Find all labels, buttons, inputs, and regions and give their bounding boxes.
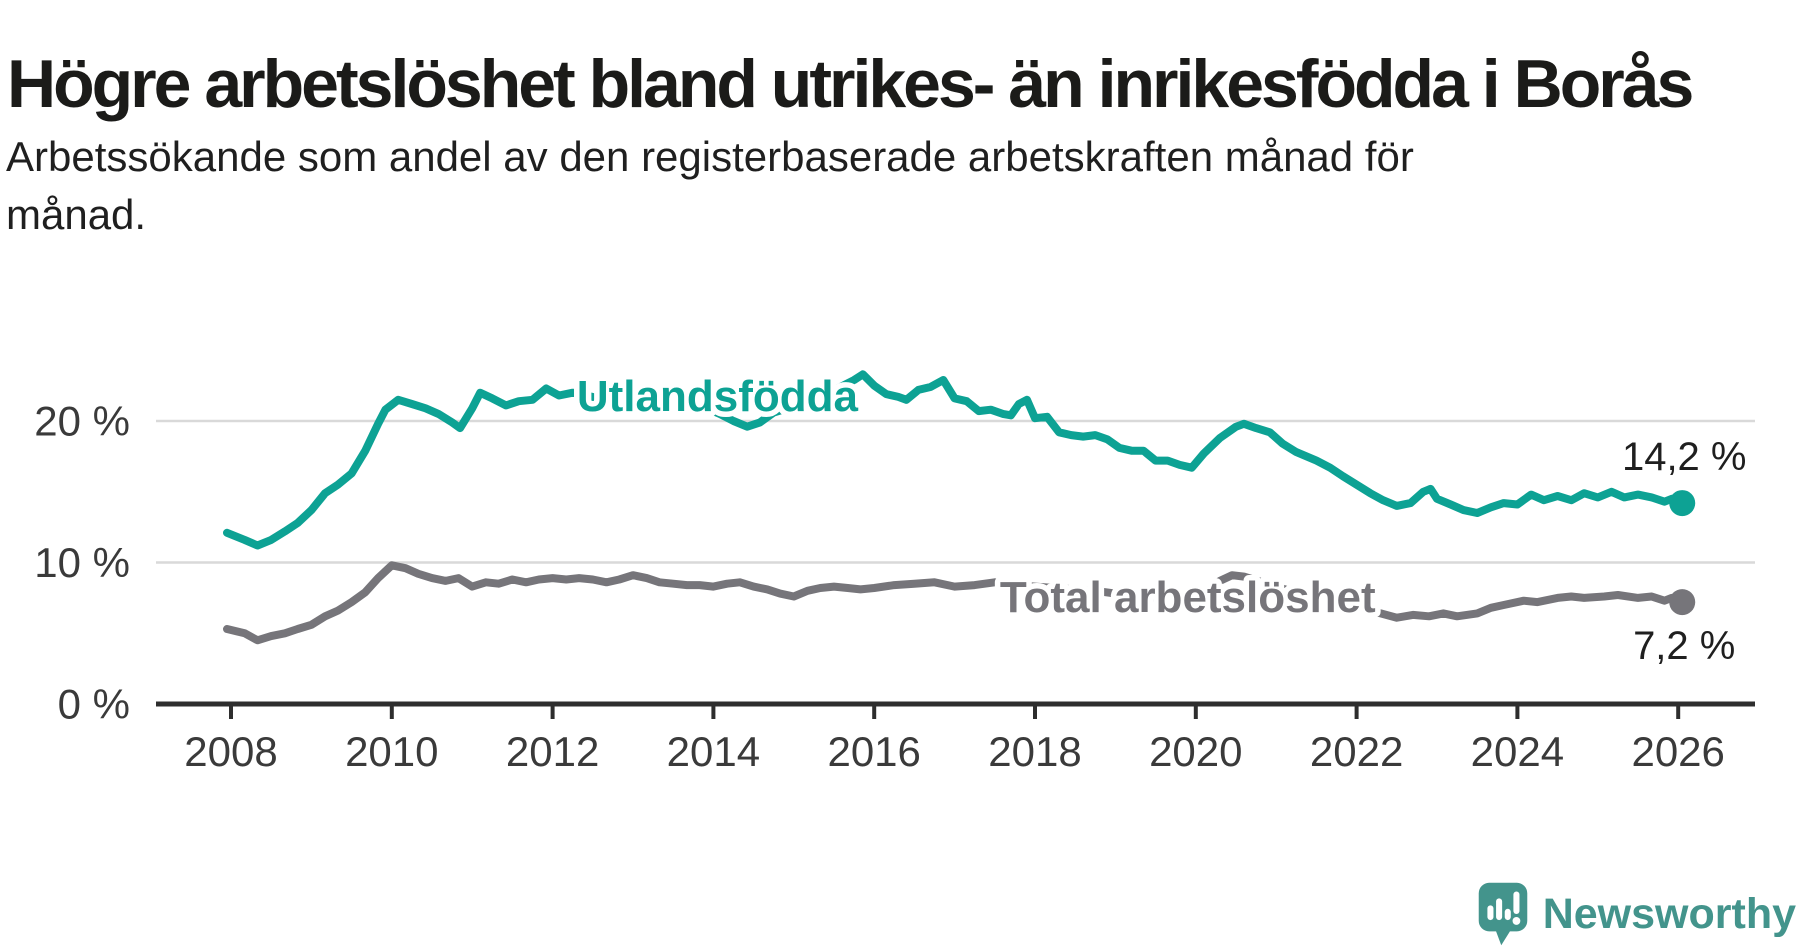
- logo-bubble-shape: [1478, 882, 1527, 946]
- subtitle-line-1: Arbetssökande som andel av den registerb…: [6, 133, 1414, 180]
- x-axis-tick-label: 2012: [506, 728, 599, 775]
- newsworthy-logo: Newsworthy: [1477, 880, 1796, 948]
- page-subtitle: Arbetssökande som andel av den registerb…: [6, 128, 1506, 244]
- newsworthy-logo-icon: [1478, 882, 1527, 946]
- newsworthy-logo-text: Newsworthy: [1542, 890, 1796, 938]
- series-label-utlandsfodda: Utlandsfödda: [577, 372, 859, 421]
- series-line-total: [223, 561, 1687, 645]
- x-axis-tick-label: 2026: [1631, 728, 1724, 775]
- x-axis-tick-label: 2008: [184, 728, 277, 775]
- x-axis-tick-label: 2018: [988, 728, 1081, 775]
- y-axis-tick-label: 0 %: [58, 681, 130, 728]
- series-end-value-total: 7,2 %: [1633, 624, 1735, 668]
- subtitle-line-2: månad.: [6, 190, 147, 238]
- logo-exclamation-bar: [1513, 891, 1520, 914]
- y-axis-tick-label: 10 %: [34, 539, 130, 586]
- x-axis-tick-label: 2020: [1149, 728, 1242, 775]
- y-axis-tick-label: 20 %: [34, 398, 130, 445]
- series-end-value-utlandsfodda: 14,2 %: [1622, 435, 1747, 479]
- logo-bar-3: [1504, 908, 1511, 921]
- page-title: Högre arbetslöshet bland utrikes- än inr…: [7, 45, 1694, 122]
- series-label-total: Total arbetslöshet: [1000, 573, 1376, 622]
- x-axis-tick-label: 2010: [345, 728, 438, 775]
- series-end-dot-total: [1669, 589, 1696, 616]
- logo-exclamation-dot: [1512, 917, 1521, 925]
- logo-bar-2: [1495, 898, 1502, 921]
- logo-bar-1: [1487, 905, 1494, 921]
- x-axis-tick-label: 2022: [1310, 728, 1403, 775]
- x-axis-tick-label: 2024: [1471, 728, 1564, 775]
- x-axis-tick-label: 2014: [667, 728, 760, 775]
- x-axis-tick-label: 2016: [827, 728, 920, 775]
- series-end-dot-utlandsfodda: [1669, 490, 1696, 517]
- series-line-utlandsfodda: [223, 370, 1687, 550]
